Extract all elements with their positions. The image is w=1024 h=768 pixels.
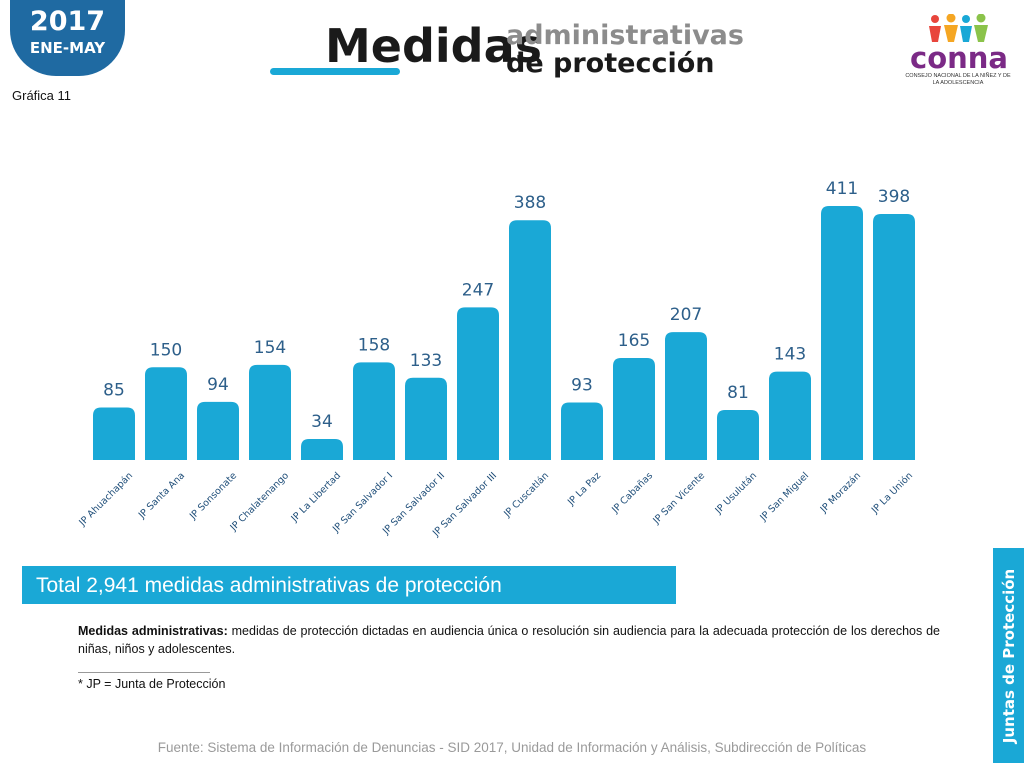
title-underline [270,68,400,75]
data-label: 150 [150,340,182,360]
x-tick-label: JP Sonsonate [187,470,239,522]
x-tick-label: JP Santa Ana [136,470,187,521]
bar-jp-san-miguel [769,371,811,460]
footnote-divider [78,672,210,673]
data-label: 158 [358,335,390,355]
data-label: 133 [410,351,442,371]
x-tick-label: JP La Unión [869,470,915,516]
year-badge: 2017 ENE-MAY [10,0,125,76]
bar-jp-la-libertad [301,438,343,460]
data-label: 247 [462,280,494,300]
bar-jp-cabañas [613,358,655,460]
logo-subtitle: CONSEJO NACIONAL DE LA NIÑEZ Y DE LA ADO… [905,73,1011,86]
bar-jp-ahuachapán [93,407,135,460]
page-subtitle-line1: administrativas [506,20,744,51]
x-tick-label: JP Cuscatlán [501,470,551,520]
bar-jp-san-salvador-ii [405,377,447,460]
total-banner: Total 2,941 medidas administrativas de p… [22,566,676,604]
x-tick-label: JP La Libertad [289,470,343,524]
bar-jp-morazán [821,206,863,460]
conna-logo: conna CONSEJO NACIONAL DE LA NIÑEZ Y DE … [905,12,1011,90]
x-tick-label: JP Ahuachapán [77,470,136,529]
data-label: 93 [571,376,593,396]
data-label: 94 [207,375,229,395]
year-label: 2017 [29,6,106,37]
bar-jp-chalatenango [249,364,291,460]
data-label: 207 [670,305,702,325]
data-label: 398 [878,187,910,207]
page-title: Medidas [325,19,543,73]
bar-jp-san-salvador-i [353,362,395,460]
bar-chart: 85 JP Ahuachapán 150 JP Santa Ana 94 JP Sonso… [77,179,916,539]
bar-jp-la-paz [561,402,603,460]
x-tick-label: JP Usulután [713,470,759,516]
x-tick-label: JP San Vicente [651,470,708,527]
data-label: 411 [826,179,858,199]
chart-number: Gráfica 11 [12,88,72,103]
definition-term: Medidas administrativas: [78,624,228,638]
data-label: 34 [311,412,333,432]
definition-text: medidas de protección dictadas en audien… [78,624,940,656]
bar-jp-cuscatlán [509,220,551,460]
section-side-tab: Juntas de Protección [993,548,1024,763]
total-text: Total 2,941 medidas administrativas de p… [36,574,502,597]
section-side-tab-label: Juntas de Protección [999,568,1018,743]
bar-jp-sonsonate [197,401,239,460]
data-label: 165 [618,331,650,351]
x-tick-label: JP Cabañas [609,470,655,516]
data-label: 143 [774,345,806,365]
bar-jp-la-unión [873,214,915,460]
source-note: Fuente: Sistema de Información de Denunc… [157,740,867,755]
bar-jp-san-vicente [665,332,707,460]
logo-wordmark: conna [910,41,1008,75]
footnote: * JP = Junta de Protección [78,677,226,691]
data-label: 154 [254,338,286,358]
bar-jp-san-salvador-iii [457,307,499,460]
data-label: 388 [514,193,546,213]
x-tick-label: JP San Miguel [758,470,812,524]
period-label: ENE-MAY [29,39,106,57]
data-label: 85 [103,380,125,400]
definition-note: Medidas administrativas: medidas de prot… [78,622,940,658]
data-label: 81 [727,383,749,403]
x-tick-label: JP La Paz [565,470,603,508]
bar-jp-santa-ana [145,367,187,460]
x-tick-label: JP Morazán [818,470,863,515]
people-figures-icon [929,14,988,42]
page-subtitle-line2: de protección [506,48,715,79]
bar-jp-usulután [717,409,759,460]
